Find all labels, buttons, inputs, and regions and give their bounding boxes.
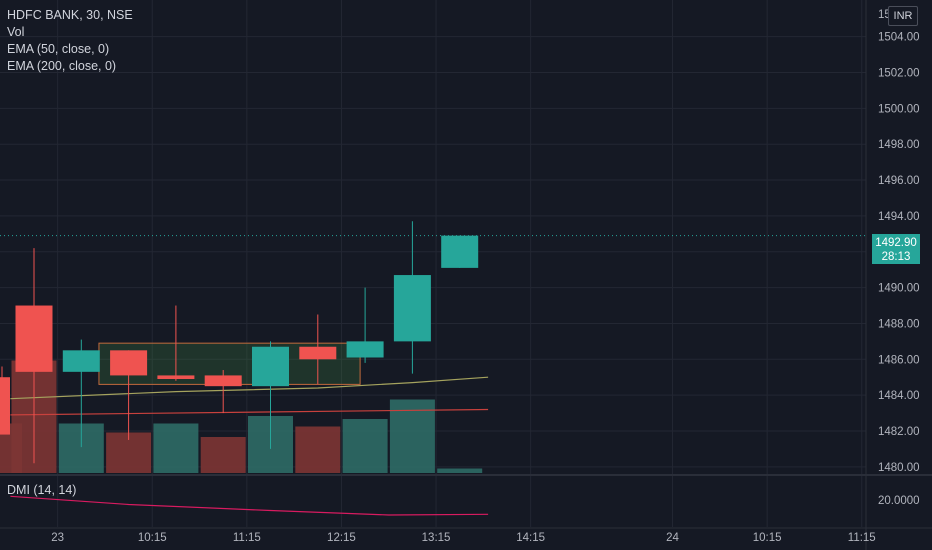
time-tick-label: 23 bbox=[51, 532, 64, 544]
volume-bar bbox=[153, 423, 199, 473]
dmi-line bbox=[10, 495, 489, 516]
candle-body bbox=[110, 350, 148, 376]
time-tick-label: 12:15 bbox=[327, 532, 356, 544]
time-tick-label: 14:15 bbox=[516, 532, 545, 544]
time-tick-label: 13:15 bbox=[422, 532, 451, 544]
volume-bar bbox=[342, 419, 388, 473]
price-tick-label: 1504.00 bbox=[878, 32, 920, 44]
price-tick-label: 1496.00 bbox=[878, 175, 920, 187]
price-tick-label: 1502.00 bbox=[878, 68, 920, 80]
price-tick-label: 1480.00 bbox=[878, 462, 920, 474]
ema200-line bbox=[10, 408, 489, 416]
dmi-scale-label: 20.0000 bbox=[878, 495, 920, 507]
legend-symbol[interactable]: HDFC BANK, 30, NSE bbox=[7, 8, 133, 22]
legend: HDFC BANK, 30, NSE Vol EMA (50, close, 0… bbox=[7, 7, 133, 75]
candle-body bbox=[346, 341, 384, 358]
legend-ema50[interactable]: EMA (50, close, 0) bbox=[7, 42, 110, 56]
candle-body bbox=[157, 375, 195, 380]
time-tick-label: 11:15 bbox=[848, 532, 876, 544]
price-tick-label: 1486.00 bbox=[878, 354, 920, 366]
candle-body bbox=[62, 350, 100, 372]
candle-body bbox=[299, 346, 337, 360]
price-tick-label: 1500.00 bbox=[878, 103, 920, 115]
time-tick-label: 24 bbox=[666, 532, 679, 544]
time-tick-label: 10:15 bbox=[138, 532, 167, 544]
candle-body bbox=[441, 235, 479, 268]
price-tick-label: 1482.00 bbox=[878, 426, 920, 438]
volume-bar bbox=[437, 468, 483, 473]
time-tick-label: 10:15 bbox=[753, 532, 782, 544]
bar-countdown: 28:13 bbox=[881, 251, 911, 263]
legend-volume[interactable]: Vol bbox=[7, 25, 25, 39]
time-tick-label: 11:15 bbox=[233, 532, 261, 544]
candle-body bbox=[252, 346, 289, 387]
price-tick-label: 1490.00 bbox=[878, 283, 920, 295]
candle-body bbox=[204, 375, 242, 387]
last-price-value: 1492.90 bbox=[875, 237, 917, 249]
price-tick-label: 1494.00 bbox=[878, 211, 920, 223]
candle-body bbox=[0, 377, 10, 435]
volume-bar bbox=[389, 399, 435, 473]
price-tick-label: 15 bbox=[878, 9, 891, 21]
candle-body bbox=[393, 275, 431, 342]
price-tick-label: 1498.00 bbox=[878, 139, 920, 151]
ema50-line bbox=[10, 376, 489, 400]
candle-body bbox=[15, 305, 53, 372]
price-tick-label: 1488.00 bbox=[878, 318, 920, 330]
dmi-legend[interactable]: DMI (14, 14) bbox=[7, 483, 77, 497]
volume-bar bbox=[200, 437, 246, 473]
last-price-tag: 1492.90 28:13 bbox=[872, 234, 920, 264]
price-tick-label: 1484.00 bbox=[878, 390, 920, 402]
legend-ema200[interactable]: EMA (200, close, 0) bbox=[7, 59, 117, 73]
currency-button[interactable]: INR bbox=[888, 6, 918, 26]
volume-bar bbox=[295, 426, 341, 473]
